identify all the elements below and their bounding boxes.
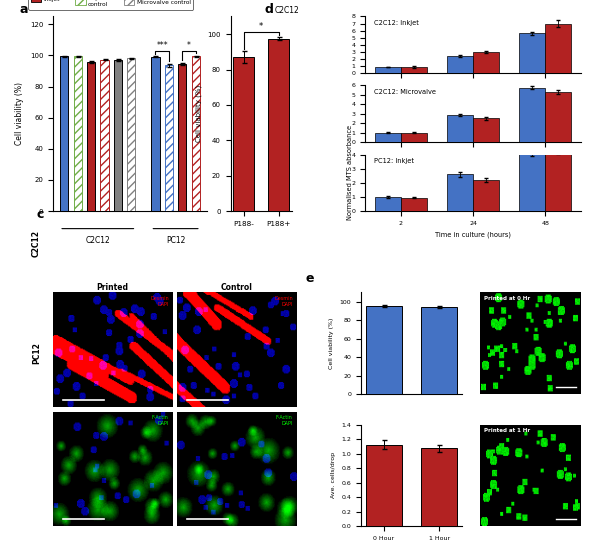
Bar xyxy=(366,306,402,394)
Bar xyxy=(545,150,571,211)
Text: C2C12: Inkjet: C2C12: Inkjet xyxy=(373,20,418,26)
Bar xyxy=(366,445,402,526)
Bar xyxy=(401,198,427,211)
Bar xyxy=(447,174,473,211)
Bar xyxy=(100,60,109,211)
Text: Desmin
DAPI: Desmin DAPI xyxy=(150,296,169,307)
Text: PC12: PC12 xyxy=(32,342,41,364)
Bar xyxy=(114,60,122,211)
Bar xyxy=(519,152,545,211)
Bar xyxy=(473,52,499,73)
Bar xyxy=(473,118,499,142)
Text: C2C12: C2C12 xyxy=(86,236,110,246)
Text: ***: *** xyxy=(156,41,168,50)
X-axis label: Time in culture (hours): Time in culture (hours) xyxy=(435,231,511,238)
Text: C2C12: Microvalve: C2C12: Microvalve xyxy=(373,89,435,95)
Bar xyxy=(519,33,545,73)
Bar xyxy=(375,197,401,211)
Text: *: * xyxy=(187,41,191,50)
Bar xyxy=(473,180,499,211)
Y-axis label: Cell viability (%): Cell viability (%) xyxy=(15,82,24,145)
Bar xyxy=(401,67,427,73)
Bar xyxy=(74,56,82,211)
Text: C2C12: C2C12 xyxy=(32,230,41,258)
Text: C2C12: C2C12 xyxy=(275,5,300,15)
Bar xyxy=(401,133,427,142)
Title: Control: Control xyxy=(221,283,253,292)
Text: e: e xyxy=(306,272,314,286)
Text: c: c xyxy=(37,208,44,221)
Text: a: a xyxy=(19,3,28,15)
Bar xyxy=(178,64,186,211)
Bar xyxy=(234,57,254,211)
Bar xyxy=(421,448,457,526)
Bar xyxy=(151,56,160,211)
Bar xyxy=(375,133,401,142)
Text: Desmin
DAPI: Desmin DAPI xyxy=(274,296,293,307)
Bar xyxy=(421,307,457,394)
Bar xyxy=(268,38,289,211)
Text: F-Actin
DAPI: F-Actin DAPI xyxy=(152,415,169,426)
Bar xyxy=(192,56,200,211)
Y-axis label: Cell viability (%): Cell viability (%) xyxy=(329,318,334,369)
Bar xyxy=(375,67,401,73)
Title: Printed: Printed xyxy=(97,283,129,292)
Legend: Exposure, Inkjet, Microvalve, Exposure
control, Inkjet
control, Microvalve contr: Exposure, Inkjet, Microvalve, Exposure c… xyxy=(28,0,193,10)
Bar xyxy=(545,24,571,73)
Text: PC12: PC12 xyxy=(166,236,185,246)
Text: d: d xyxy=(264,3,273,15)
Text: Printed at 1 Hr: Printed at 1 Hr xyxy=(484,427,530,432)
Text: Normalised MTS absorbance: Normalised MTS absorbance xyxy=(347,125,353,220)
Bar xyxy=(87,62,95,211)
Bar xyxy=(447,56,473,73)
Bar xyxy=(519,88,545,142)
Text: PC12: Inkjet: PC12: Inkjet xyxy=(373,158,414,164)
Y-axis label: Cell viability (%): Cell viability (%) xyxy=(195,85,202,142)
Text: Printed at 0 Hr: Printed at 0 Hr xyxy=(484,295,530,300)
Bar xyxy=(545,92,571,142)
Bar xyxy=(127,59,136,211)
Bar xyxy=(60,56,68,211)
Y-axis label: Ave. cells/drop: Ave. cells/drop xyxy=(331,452,336,498)
Bar xyxy=(447,115,473,142)
Text: F-Actin
DAPI: F-Actin DAPI xyxy=(276,415,293,426)
Text: *: * xyxy=(259,22,264,31)
Bar xyxy=(165,66,173,211)
